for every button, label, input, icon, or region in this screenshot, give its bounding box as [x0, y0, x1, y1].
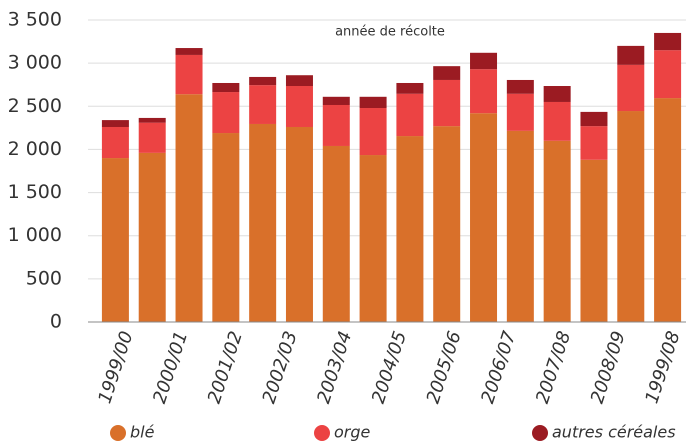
legend-marker [110, 425, 126, 441]
y-tick-label: 2 000 [8, 138, 62, 160]
bar-segment [654, 32, 682, 51]
bar-segment [175, 54, 203, 95]
bar-segment [470, 113, 498, 322]
bar-segment [359, 96, 387, 109]
bar-segment [175, 94, 203, 322]
bar-segment [433, 79, 461, 127]
bar-segment [580, 159, 608, 322]
legend-marker [314, 425, 330, 441]
bar-segment [433, 126, 461, 322]
y-tick-label: 3 500 [8, 9, 62, 31]
bar-segment [506, 93, 534, 131]
legend-label: orge [334, 423, 371, 442]
bar-segment [617, 45, 645, 65]
bar-segment [101, 158, 129, 322]
bar-segment [138, 117, 166, 123]
bar-segment [285, 86, 313, 127]
bar-segment [617, 64, 645, 112]
bar-segment [212, 82, 240, 93]
legend-label: autres céréales [552, 423, 676, 442]
bar-segment [396, 93, 424, 137]
bar-segment [506, 130, 534, 322]
x-tick-label: 2008/09 [587, 329, 630, 407]
x-tick-label: 2006/07 [477, 328, 520, 406]
bar-segment [433, 66, 461, 80]
x-tick-label: 2001/02 [204, 329, 247, 407]
x-tick-label: 2003/04 [313, 329, 356, 407]
bar-segment [543, 140, 571, 322]
y-tick-label: 1 500 [8, 181, 62, 203]
bar-segment [396, 82, 424, 94]
x-tick-label: 2004/05 [368, 329, 411, 407]
bar-segment [543, 86, 571, 102]
bar-segment [138, 122, 166, 153]
x-tick-label: 2002/03 [259, 329, 302, 407]
bar-segment [543, 101, 571, 141]
bar-segment [285, 126, 313, 322]
bar-segment [396, 136, 424, 322]
x-tick-label: 1999/08 [641, 329, 684, 407]
bar-segment [359, 108, 387, 156]
bar-segment [322, 145, 350, 322]
bar-segment [175, 48, 203, 55]
y-tick-label: 500 [26, 267, 62, 289]
bar-segment [359, 155, 387, 322]
bar-segment [580, 111, 608, 127]
bar-segment [322, 96, 350, 105]
bar-segment [101, 126, 129, 159]
bar-segment [101, 120, 129, 127]
bar-segment [138, 152, 166, 322]
bar-segment [249, 123, 277, 322]
bar-segment [249, 85, 277, 124]
bar-segment [506, 79, 534, 94]
bar-segment [285, 75, 313, 87]
y-tick-label: 1 000 [8, 224, 62, 246]
x-tick-label: 2007/08 [532, 329, 575, 407]
x-tick-label: 2005/06 [423, 329, 466, 407]
y-tick-label: 2 500 [8, 95, 62, 117]
bar-segment [470, 52, 498, 70]
bar-segment [617, 111, 645, 322]
bar-segment [212, 92, 240, 134]
legend-marker [532, 425, 548, 441]
bar-segment [654, 98, 682, 323]
bar-segment [654, 50, 682, 99]
annotation: année de récolte [335, 25, 445, 40]
bar-segment [249, 76, 277, 86]
bar-segment [470, 69, 498, 114]
y-tick-label: 3 000 [8, 52, 62, 74]
legend-label: blé [130, 423, 155, 442]
y-tick-label: 0 [50, 311, 62, 333]
bar-segment [580, 126, 608, 160]
x-tick-label: 1999/00 [94, 329, 137, 407]
x-tick-label: 2000/01 [149, 329, 192, 407]
bar-segment [212, 133, 240, 322]
bar-segment [322, 104, 350, 146]
